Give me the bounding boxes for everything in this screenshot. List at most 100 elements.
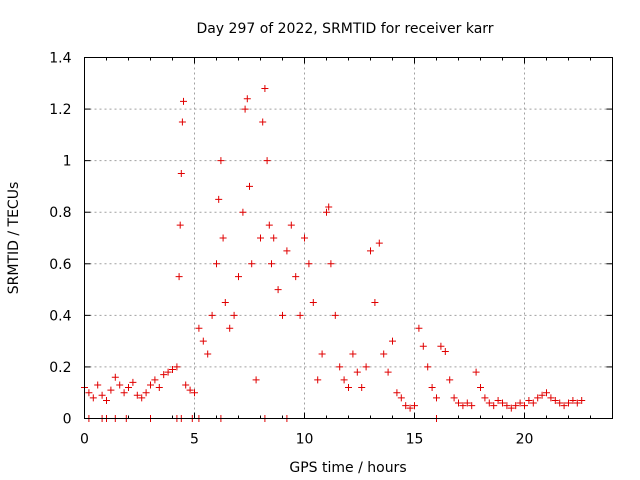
data-point — [529, 399, 537, 407]
data-point — [215, 195, 223, 203]
data-point — [490, 402, 498, 410]
data-point — [402, 402, 410, 410]
data-point — [125, 384, 132, 392]
data-point — [246, 182, 253, 190]
x-tick-labels: 0 5 10 15 20 — [80, 432, 533, 448]
data-point — [578, 396, 586, 404]
grid-lines — [84, 57, 613, 419]
data-point — [89, 394, 97, 402]
data-point — [241, 105, 249, 113]
x-axis-title: GPS time / hours — [289, 460, 406, 476]
data-point — [441, 347, 449, 355]
data-point — [175, 273, 183, 281]
data-point — [389, 337, 396, 345]
data-point — [362, 363, 370, 371]
data-point — [182, 381, 190, 389]
data-point — [186, 386, 194, 394]
data-point — [556, 399, 564, 407]
data-point — [393, 389, 401, 397]
y-tick-label: 1.2 — [49, 102, 71, 118]
data-point — [155, 384, 163, 392]
y-tick-label: 1 — [63, 154, 72, 170]
data-point — [239, 208, 247, 216]
data-point — [274, 286, 282, 294]
data-point — [103, 396, 110, 404]
data-point — [485, 399, 493, 407]
data-point — [305, 260, 313, 268]
data-point — [323, 208, 330, 216]
data-point — [261, 84, 269, 92]
data-point — [213, 260, 220, 268]
data-point — [525, 396, 533, 404]
data-point — [120, 389, 128, 397]
y-tick-labels: 0 0.2 0.4 0.6 0.8 1 1.2 1.4 — [49, 51, 71, 428]
data-point — [279, 311, 286, 319]
data-point — [138, 394, 146, 402]
data-point — [129, 378, 137, 386]
data-point — [384, 368, 392, 376]
data-point — [309, 298, 317, 306]
y-tick-label: 0.8 — [49, 205, 71, 221]
data-points — [81, 84, 586, 422]
data-point — [516, 399, 524, 407]
x-tick-label: 0 — [80, 432, 89, 448]
x-tick-label: 20 — [516, 432, 534, 448]
y-tick-label: 0 — [63, 412, 72, 428]
data-point — [142, 389, 150, 397]
data-point — [94, 381, 102, 389]
data-point — [177, 170, 185, 178]
data-point — [534, 394, 542, 402]
data-point — [455, 399, 462, 407]
data-point — [111, 373, 119, 381]
data-point — [292, 273, 300, 281]
data-point — [463, 399, 471, 407]
data-point — [419, 342, 427, 350]
data-point — [259, 118, 267, 126]
data-point — [85, 389, 93, 397]
y-tick-label: 0.6 — [49, 257, 71, 273]
data-point — [199, 337, 207, 345]
data-point — [349, 350, 357, 358]
data-point — [178, 118, 186, 126]
data-point — [173, 363, 181, 371]
data-point — [248, 260, 256, 268]
data-point — [235, 273, 242, 281]
data-point — [160, 371, 168, 379]
data-point — [415, 324, 423, 332]
data-point — [164, 368, 172, 376]
data-point — [507, 404, 515, 412]
data-point — [336, 363, 344, 371]
data-point — [283, 247, 291, 255]
data-point — [375, 239, 383, 247]
data-point — [107, 386, 115, 394]
data-point — [221, 298, 229, 306]
data-point — [503, 402, 511, 410]
data-point — [243, 95, 251, 103]
data-point — [226, 324, 234, 332]
data-point — [219, 234, 227, 242]
data-point — [477, 384, 484, 392]
data-point — [481, 394, 489, 402]
data-point — [169, 366, 176, 374]
data-point — [263, 157, 271, 165]
data-point — [437, 342, 445, 350]
data-point — [380, 350, 388, 358]
data-point — [459, 402, 467, 410]
x-tick-label: 10 — [296, 432, 314, 448]
data-point — [287, 221, 295, 229]
plot-frame — [84, 57, 613, 419]
data-point — [353, 368, 361, 376]
data-point — [371, 298, 379, 306]
data-point — [314, 376, 322, 384]
data-point — [569, 396, 577, 404]
data-point — [468, 402, 476, 410]
data-point — [340, 376, 348, 384]
data-point — [147, 381, 154, 389]
x-tick-label: 15 — [406, 432, 424, 448]
data-point — [331, 311, 339, 319]
data-point — [327, 260, 335, 268]
data-point — [301, 234, 308, 242]
data-point — [450, 394, 458, 402]
data-point — [204, 350, 212, 358]
data-point — [151, 376, 159, 384]
